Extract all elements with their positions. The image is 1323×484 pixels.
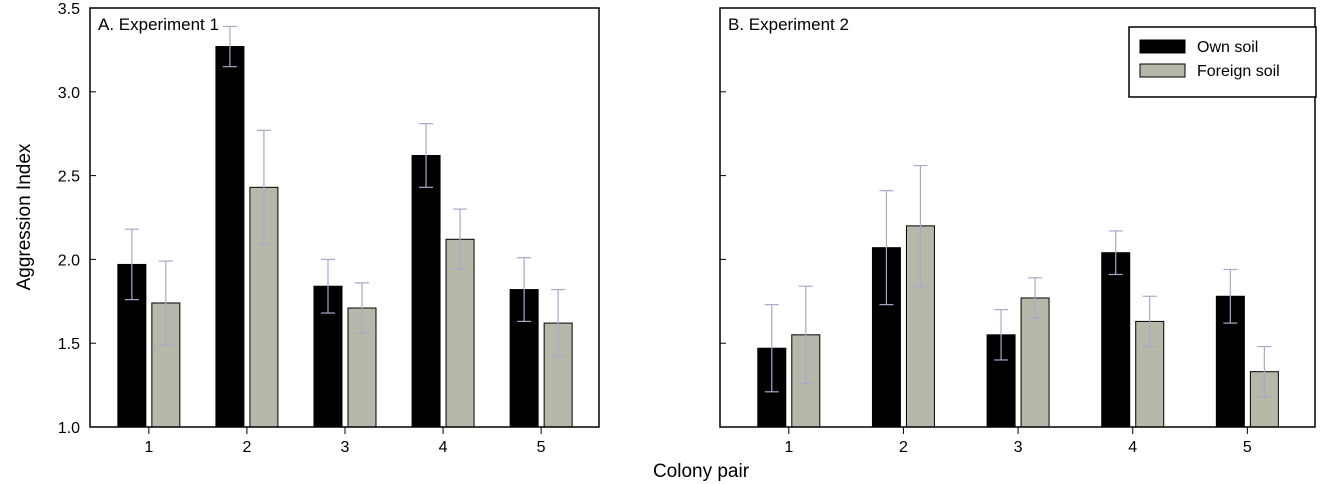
plot-frame-a [89,7,600,428]
legend-box [1128,26,1317,98]
legend-label-foreign: Foreign soil [1197,63,1280,80]
x-tick-label-1: 1 [144,439,153,456]
x-tick-label-2: 2 [899,439,908,456]
x-tick-label-2: 2 [242,439,251,456]
y-tick-label-3: 2.5 [58,169,80,186]
y-tick-label-4: 3.0 [58,85,80,102]
x-tick-label-5: 5 [1243,439,1252,456]
plot-frame-b [719,7,1316,428]
y-tick-label-0: 1.0 [58,420,80,437]
x-tick-label-5: 5 [537,439,546,456]
x-tick-label-3: 3 [341,439,350,456]
y-tick-label-1: 1.5 [58,336,80,353]
legend-swatch-own [1139,39,1186,54]
bar-a-own-4 [411,154,441,428]
x-tick-label-3: 3 [1014,439,1023,456]
panel-label-a: A. Experiment 1 [98,15,219,34]
x-axis-title: Colony pair [653,461,750,482]
x-tick-label-4: 4 [1128,439,1137,456]
panel-label-b: B. Experiment 2 [728,15,849,34]
y-tick-label-5: 3.5 [58,1,80,18]
y-tick-label-2: 2.0 [58,252,80,269]
x-tick-label-4: 4 [439,439,448,456]
bar-b-own-4 [1101,252,1131,428]
bar-a-own-2 [215,46,245,428]
x-tick-label-1: 1 [784,439,793,456]
legend-label-own: Own soil [1197,39,1258,56]
y-axis-title: Aggression Index [14,143,35,290]
legend-swatch-foreign [1139,63,1186,78]
